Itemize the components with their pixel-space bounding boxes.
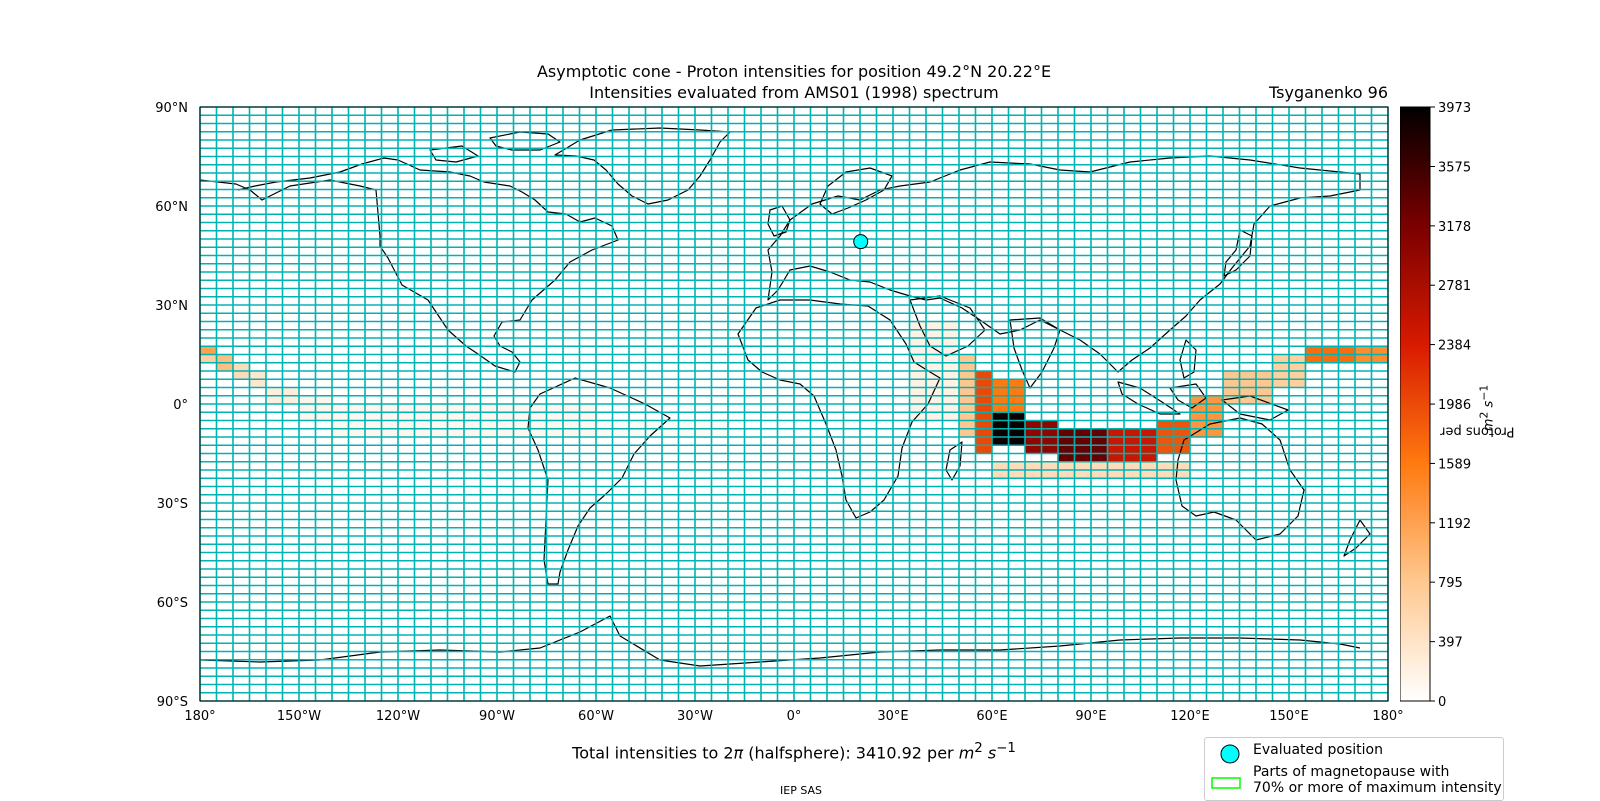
map-frame — [199, 106, 1389, 702]
y-axis-ticks: 90°N 60°N 30°N 0° 30°S 60°S 90°S — [155, 101, 188, 710]
legend: Evaluated position Parts of magnetopause… — [1204, 737, 1504, 801]
x-tick-label: 120°E — [1170, 709, 1210, 724]
coast-north-america — [199, 157, 619, 373]
x-tick-label: 90°E — [1075, 709, 1106, 724]
x-tick-label: 90°W — [479, 709, 515, 724]
y-tick-label: 30°N — [155, 299, 188, 314]
coast-madagascar — [945, 441, 963, 481]
model-label: Tsyganenko 96 — [1269, 83, 1388, 102]
y-tick-label: 90°N — [155, 101, 188, 116]
footer-credit: IEP SAS — [780, 784, 823, 797]
chart-subtitle: Intensities evaluated from AMS01 (1998) … — [589, 83, 999, 102]
y-tick-label: 60°N — [155, 200, 188, 215]
coast-philippines — [1179, 339, 1197, 379]
evaluated-position-legend-symbol — [1220, 744, 1240, 764]
coast-scandinavia — [819, 167, 893, 215]
colorbar: 0 397 795 1192 1589 1986 2384 2781 3178 3575 3973 — [1400, 101, 1471, 710]
y-tick-label: 60°S — [157, 596, 188, 611]
colorbar-ticks: 0 397 795 1192 1589 1986 2384 2781 3178 3575 3973 — [1430, 101, 1471, 710]
coast-india — [1009, 317, 1061, 389]
y-tick-label: 90°S — [157, 695, 188, 710]
total-intensity: Total intensities to 2π (halfsphere): 34… — [572, 741, 1016, 763]
x-tick-label: 0° — [787, 709, 802, 724]
coast-australia — [1175, 417, 1305, 541]
coast-greenland — [554, 127, 731, 205]
colorbar-tick-label: 3575 — [1438, 161, 1471, 176]
x-axis-ticks: 180° 150°W 120°W 90°W 60°W 30°W 0° 30°E 60°E 90°E… — [184, 709, 1403, 724]
legend-magnetopause-label: Parts of magnetopause with 70% or more of… — [1253, 764, 1502, 796]
colorbar-tick-label: 2781 — [1438, 279, 1471, 294]
x-tick-label: 180° — [1372, 709, 1403, 724]
legend-evaluated-label: Evaluated position — [1253, 742, 1383, 758]
colorbar-tick-label: 3178 — [1438, 220, 1471, 235]
colorbar-tick-label: 1986 — [1438, 398, 1471, 413]
colorbar-tick-label: 2384 — [1438, 339, 1471, 354]
evaluated-position-marker — [853, 234, 869, 250]
x-tick-label: 150°W — [277, 709, 321, 724]
x-tick-label: 30°W — [677, 709, 713, 724]
x-tick-label: 60°E — [976, 709, 1007, 724]
x-tick-label: 180° — [184, 709, 215, 724]
chart-title: Asymptotic cone - Proton intensities for… — [536, 62, 1052, 81]
x-tick-label: 150°E — [1269, 709, 1309, 724]
heat-cell — [200, 354, 217, 363]
x-tick-label: 30°E — [877, 709, 908, 724]
coast-japan — [1223, 229, 1253, 277]
colorbar-tick-label: 1589 — [1438, 457, 1471, 472]
y-tick-label: 0° — [173, 398, 188, 413]
colorbar-gradient — [1400, 106, 1431, 702]
colorbar-tick-label: 0 — [1438, 695, 1446, 710]
coast-arctic-islands — [429, 131, 561, 163]
colorbar-tick-label: 397 — [1438, 636, 1463, 651]
colorbar-tick-label: 1192 — [1438, 517, 1471, 532]
coast-eurasia — [767, 155, 1361, 373]
coast-antarctica — [199, 615, 1361, 667]
coast-south-america — [527, 377, 671, 585]
y-tick-label: 30°S — [157, 497, 188, 512]
magnetopause-grid — [199, 106, 1389, 702]
coast-new-zealand — [1343, 519, 1371, 557]
colorbar-tick-label: 795 — [1438, 576, 1463, 591]
magnetopause-legend-symbol — [1211, 777, 1241, 789]
colorbar-tick-label: 3973 — [1438, 101, 1471, 116]
heat-cell — [200, 346, 217, 355]
x-tick-label: 120°W — [376, 709, 420, 724]
x-tick-label: 60°W — [578, 709, 614, 724]
